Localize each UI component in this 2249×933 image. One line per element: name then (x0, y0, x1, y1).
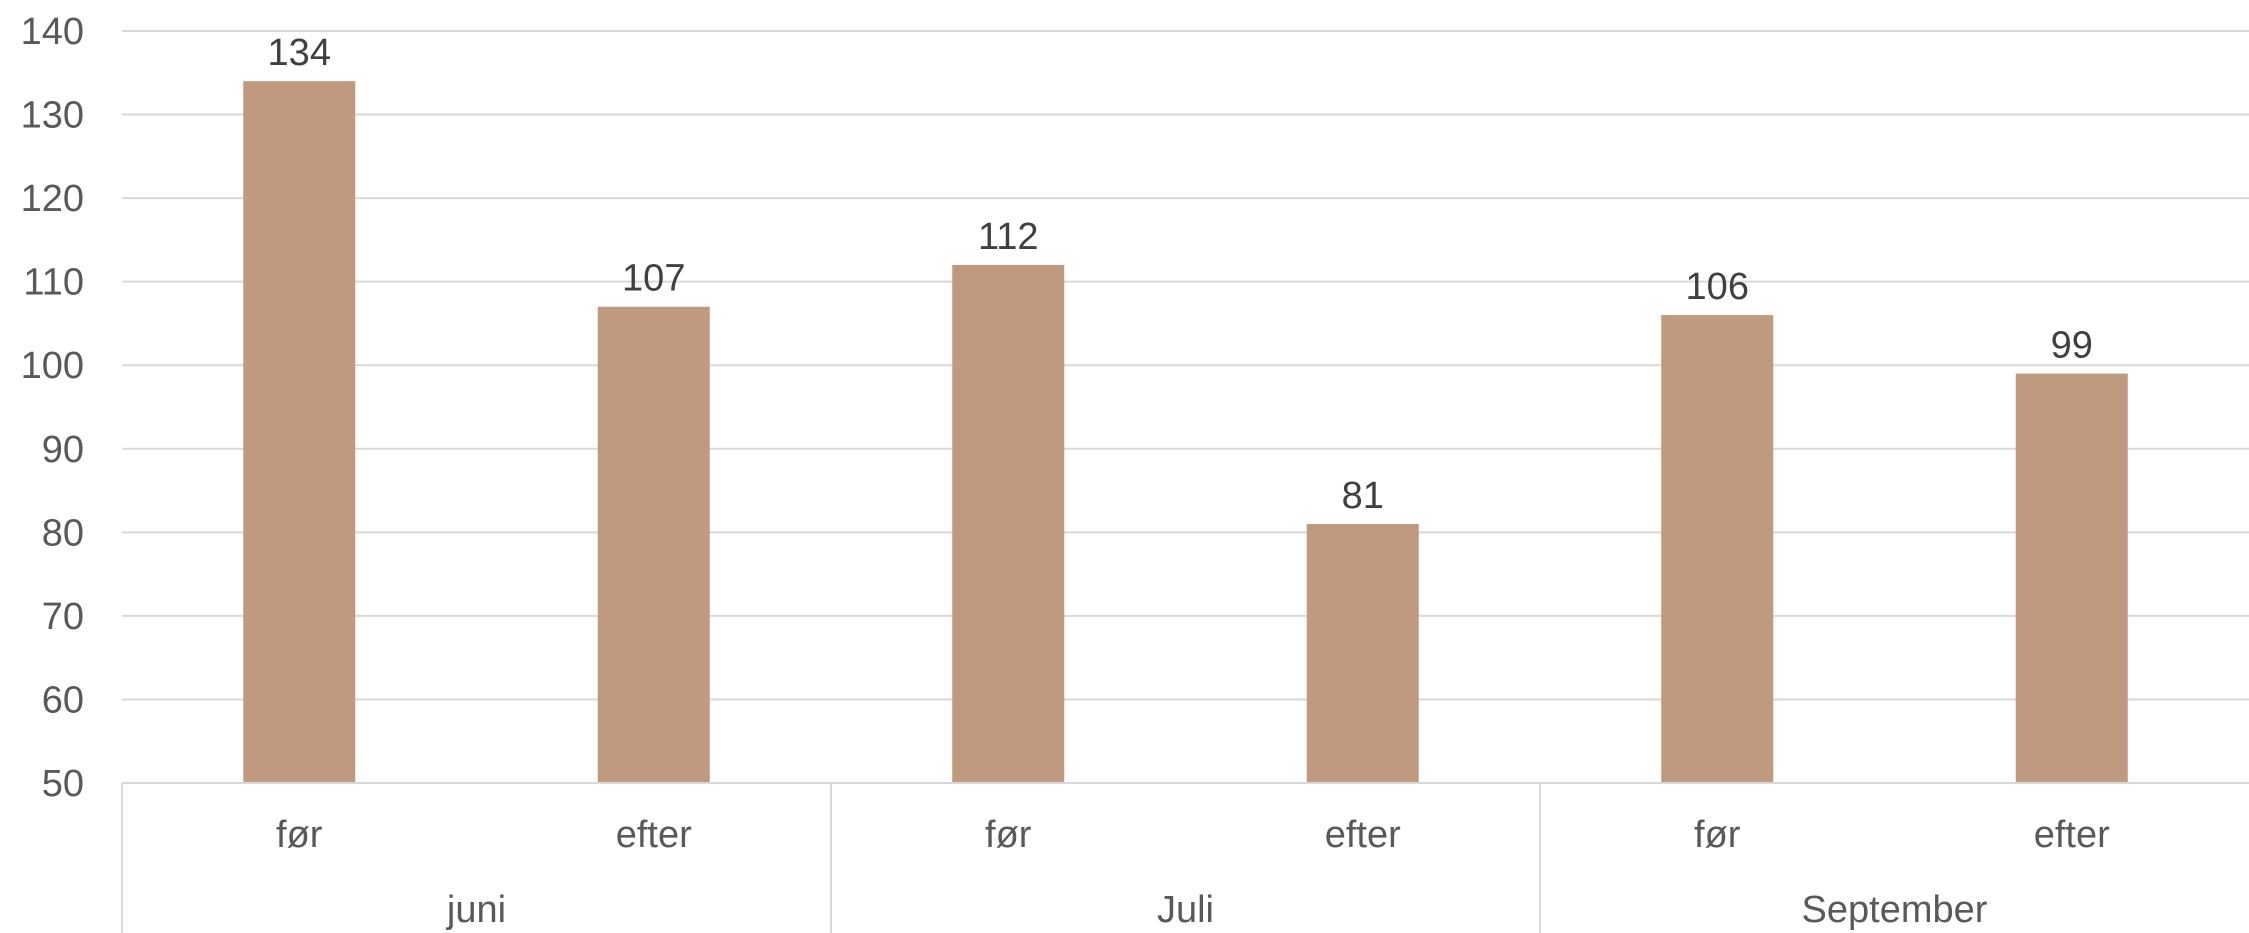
y-tick-label: 80 (42, 512, 84, 554)
gridlines (122, 30, 2249, 701)
data-labels: 134 107 112 81 106 99 (268, 32, 2093, 517)
y-tick-label: 140 (21, 11, 84, 53)
x-axis: før efter juni før efter Juli før efter Septembe… (121, 782, 2249, 933)
x-category-label: efter (2034, 814, 2110, 856)
x-group-label: Juli (1157, 889, 1214, 931)
x-group-label: September (1802, 889, 1988, 931)
data-label: 106 (1686, 266, 1749, 308)
bars (243, 81, 2128, 784)
y-tick-label: 110 (23, 262, 84, 304)
x-category-label: efter (1325, 814, 1401, 856)
y-tick-label: 70 (42, 596, 84, 638)
bar (243, 81, 356, 784)
data-label: 112 (978, 216, 1039, 258)
y-tick-label: 120 (21, 178, 84, 220)
x-category-label: før (985, 814, 1032, 856)
data-label: 99 (2051, 325, 2093, 367)
data-label: 107 (622, 258, 685, 300)
bar (1306, 523, 1419, 783)
bar (952, 264, 1065, 783)
y-tick-label: 90 (42, 429, 84, 471)
x-group-label: juni (446, 889, 506, 931)
y-axis-ticks: 50 60 70 80 90 100 110 120 130 140 (21, 11, 84, 805)
x-category-label: efter (616, 814, 692, 856)
y-tick-label: 130 (21, 95, 84, 137)
x-category-label: før (1694, 814, 1741, 856)
data-label: 134 (268, 32, 331, 74)
x-category-label: før (276, 814, 323, 856)
data-label: 81 (1342, 475, 1384, 517)
y-tick-label: 60 (42, 679, 84, 721)
y-tick-label: 50 (42, 763, 84, 805)
y-tick-label: 100 (21, 345, 84, 387)
bar (2015, 373, 2128, 783)
bar (1661, 315, 1774, 783)
bar (597, 306, 710, 783)
